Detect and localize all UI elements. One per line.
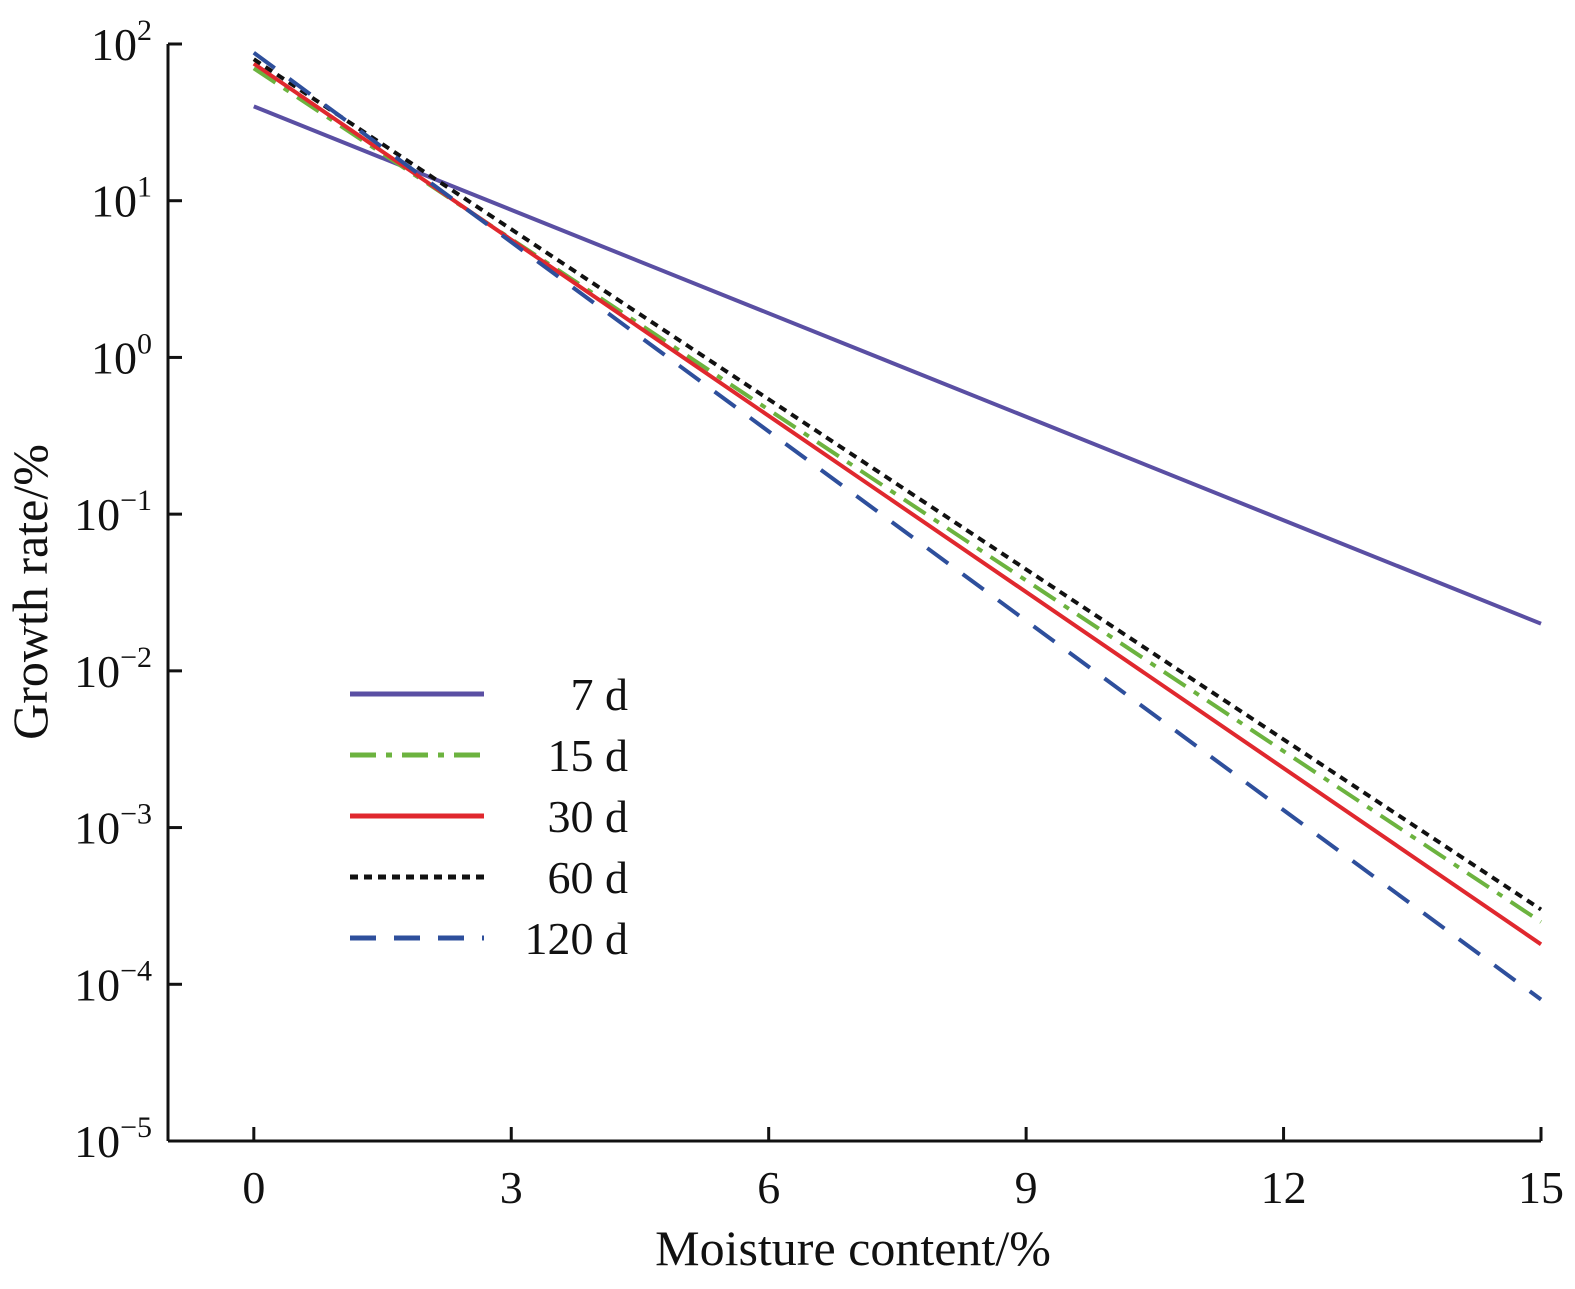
legend-label: 15 d xyxy=(548,730,629,781)
x-tick-label: 6 xyxy=(757,1162,780,1213)
y-tick-exponent: −4 xyxy=(120,954,152,987)
y-tick-label: 10−2 xyxy=(74,641,152,697)
y-tick-label: 102 xyxy=(91,14,152,70)
y-tick-exponent: 1 xyxy=(137,171,152,204)
series-line xyxy=(252,51,1543,1002)
legend: 7 d 15 d 30 d 60 d 120 d xyxy=(350,669,628,964)
y-tick-label: 10−1 xyxy=(74,484,152,540)
axes xyxy=(166,44,1541,1143)
legend-label: 120 d xyxy=(525,913,629,964)
y-tick-base: 10 xyxy=(91,19,137,70)
y-tick-base: 10 xyxy=(91,176,137,227)
x-tick-label: 15 xyxy=(1518,1162,1564,1213)
x-tick-label: 9 xyxy=(1015,1162,1038,1213)
legend-label: 30 d xyxy=(548,791,629,842)
series-line xyxy=(252,66,1543,924)
series-line xyxy=(252,57,1543,912)
y-tick-base: 10 xyxy=(74,959,120,1010)
legend-label: 60 d xyxy=(548,852,629,903)
y-tick-base: 10 xyxy=(74,1116,120,1167)
series-line xyxy=(253,104,1542,626)
x-ticks: 0 3 6 9 12 15 xyxy=(242,1127,1564,1213)
legend-label: 7 d xyxy=(571,669,629,720)
y-tick-label: 10−4 xyxy=(74,954,152,1010)
x-tick-label: 3 xyxy=(500,1162,523,1213)
y-tick-base: 10 xyxy=(91,332,137,383)
y-tick-exponent: −5 xyxy=(120,1111,152,1144)
y-tick-exponent: 2 xyxy=(137,14,152,47)
x-axis-title: Moisture content/% xyxy=(655,1220,1051,1276)
y-tick-label: 10−5 xyxy=(74,1111,152,1167)
y-tick-exponent: −2 xyxy=(120,641,152,674)
y-tick-base: 10 xyxy=(74,803,120,854)
y-tick-exponent: 0 xyxy=(137,327,152,360)
y-tick-base: 10 xyxy=(74,489,120,540)
y-tick-label: 10−3 xyxy=(74,798,152,854)
x-tick-label: 0 xyxy=(242,1162,265,1213)
series-lines xyxy=(252,51,1543,1002)
x-tick-label: 12 xyxy=(1261,1162,1307,1213)
y-tick-label: 101 xyxy=(91,171,152,227)
y-tick-base: 10 xyxy=(74,646,120,697)
y-axis-title: Growth rate/% xyxy=(2,444,58,740)
y-tick-label: 100 xyxy=(91,327,152,383)
y-tick-exponent: −3 xyxy=(120,798,152,831)
y-tick-exponent: −1 xyxy=(120,484,152,517)
